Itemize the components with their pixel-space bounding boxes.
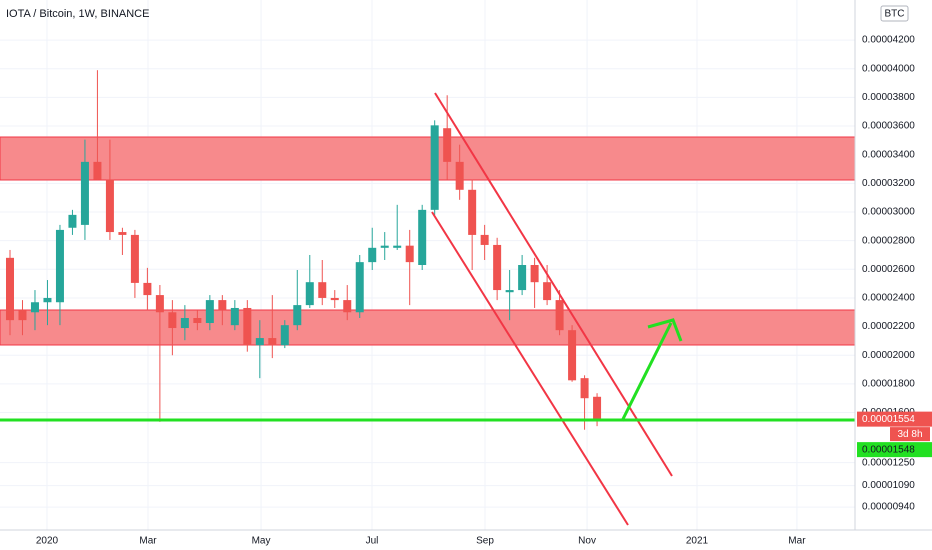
candle-body — [368, 247, 377, 263]
channel-lower — [431, 211, 629, 526]
candle-body — [318, 282, 327, 298]
candle-body — [80, 161, 89, 225]
candle-body — [343, 300, 352, 313]
y-tick-label: 0.00003800 — [862, 92, 915, 103]
countdown-box — [890, 427, 930, 442]
last-price-label: 0.00001554 — [862, 414, 915, 425]
candle-body — [580, 378, 589, 399]
candle-body — [43, 297, 52, 303]
candle-body — [455, 161, 464, 190]
candle-body — [18, 310, 27, 321]
candle-body — [543, 282, 552, 301]
candle-body — [118, 232, 127, 235]
candle-body — [55, 229, 64, 303]
candle-body — [468, 189, 477, 235]
last-price-box — [857, 411, 932, 427]
countdown-label: 3d 8h — [897, 429, 922, 440]
x-tick-label: 2021 — [686, 536, 709, 547]
candle-body — [5, 257, 14, 321]
chart-title: IOTA / Bitcoin, 1W, BINANCE — [6, 8, 149, 20]
y-tick-label: 0.00003200 — [862, 178, 915, 189]
x-tick-label: Nov — [578, 536, 596, 547]
candle-body — [530, 265, 539, 283]
candle-body — [168, 312, 177, 329]
grid — [0, 0, 855, 530]
arrow-head — [647, 318, 683, 342]
x-tick-label: Mar — [139, 536, 157, 547]
candle-body — [68, 214, 77, 228]
candle-body — [130, 234, 139, 283]
candle-body — [180, 318, 189, 329]
candle-body — [418, 209, 427, 265]
candle-body — [30, 302, 39, 313]
currency-box — [880, 5, 909, 22]
candle-body — [280, 325, 289, 346]
x-tick-label: 2020 — [36, 536, 59, 547]
y-tick-label: 0.00004000 — [862, 63, 915, 74]
candle-body — [443, 128, 452, 162]
candle-body — [305, 282, 314, 306]
candle-body — [243, 307, 252, 346]
y-tick-label: 0.00004200 — [862, 35, 915, 46]
axes: 0.00004200 0.00004000 0.00003800 0.00003600… — [36, 35, 932, 547]
candle-body — [218, 300, 227, 311]
y-tick-label: 0.00003000 — [862, 207, 915, 218]
arrow-shaft — [620, 322, 673, 422]
y-tick-label: 0.00002000 — [862, 350, 915, 361]
candles — [5, 70, 602, 430]
x-tick-label: Mar — [788, 536, 806, 547]
candle-body — [143, 282, 152, 296]
candle-body — [480, 234, 489, 245]
y-tick-label: 0.00001090 — [862, 480, 915, 491]
candle-body — [380, 245, 389, 248]
candle-body — [518, 265, 527, 291]
x-tick-label: Jul — [366, 536, 379, 547]
candle-body — [405, 245, 414, 263]
candle-body — [330, 297, 339, 301]
candle-body — [268, 338, 277, 346]
candle-body — [355, 262, 364, 313]
candle-body — [205, 300, 214, 324]
candle-body — [293, 305, 302, 326]
candle-body — [93, 161, 102, 180]
candle-body — [593, 396, 602, 420]
candle-body — [193, 318, 202, 324]
channel-upper — [434, 92, 673, 477]
y-tick-label: 0.00002600 — [862, 264, 915, 275]
currency-label: BTC — [885, 9, 905, 20]
resistance-zone — [0, 136, 856, 181]
candle-body — [255, 338, 264, 346]
y-tick-label: 0.00000940 — [862, 502, 915, 513]
x-tick-label: Sep — [476, 536, 494, 547]
candle-body — [493, 244, 502, 291]
candle-body — [393, 245, 402, 248]
candle-body — [568, 330, 577, 381]
y-tick-label: 0.00002400 — [862, 293, 915, 304]
candle-body — [105, 179, 114, 233]
candle-body — [155, 295, 164, 313]
y-tick-label: 0.00003400 — [862, 149, 915, 160]
y-tick-label: 0.00001800 — [862, 379, 915, 390]
support-zone — [0, 309, 856, 346]
y-tick-label: 0.00003600 — [862, 121, 915, 132]
y-tick-label: 0.00001250 — [862, 457, 915, 468]
candle-body — [505, 290, 514, 293]
candle-body — [230, 307, 239, 326]
level-box — [857, 442, 932, 458]
candle-body — [555, 300, 564, 331]
x-tick-label: May — [252, 536, 271, 547]
y-tick-label: 0.00002800 — [862, 235, 915, 246]
candle-body — [430, 125, 439, 210]
y-tick-label: 0.00002200 — [862, 321, 915, 332]
level-label: 0.00001548 — [862, 444, 915, 455]
